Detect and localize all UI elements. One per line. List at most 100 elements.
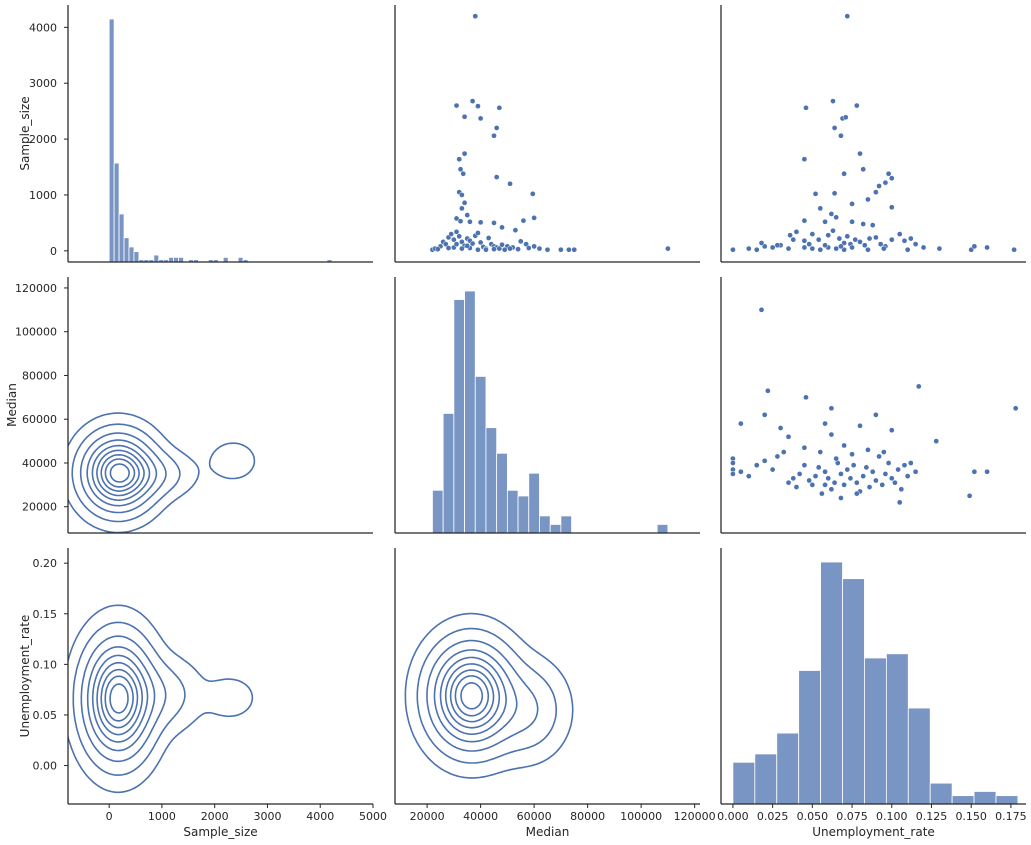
scatter-point-1-2-23	[753, 462, 760, 469]
scatter-point-1-2-39	[825, 475, 832, 482]
scatter-point-0-2-18	[812, 190, 819, 197]
scatter-point-1-2-68	[971, 468, 978, 475]
scatter-point-0-2-65	[833, 245, 840, 252]
y-tick-label-Median-1: 40000	[22, 457, 57, 470]
scatter-point-0-2-42	[857, 239, 863, 245]
histogram-bar-Unemployment_rate-11	[973, 791, 997, 804]
scatter-point-1-2-8	[738, 420, 744, 427]
scatter-point-1-2-74	[801, 444, 808, 451]
histogram-bar-Median-10	[539, 515, 551, 533]
scatter-point-1-2-28	[785, 479, 792, 486]
scatter-point-0-1-53	[499, 241, 505, 248]
scatter-point-1-2-29	[790, 475, 797, 482]
scatter-point-0-2-31	[793, 228, 800, 235]
scatter-point-1-2-0	[758, 306, 765, 313]
scatter-point-0-2-35	[825, 232, 832, 239]
scatter-point-0-2-2	[803, 104, 809, 111]
scatter-point-0-2-12	[882, 179, 889, 186]
scatter-point-0-1-25	[491, 220, 497, 226]
scatter-point-0-1-28	[520, 217, 527, 224]
scatter-point-0-2-80	[822, 242, 828, 249]
scatter-point-1-2-22	[745, 473, 752, 479]
x-axis-label-Unemployment_rate: Unemployment_rate	[812, 825, 935, 839]
scatter-point-0-2-77	[774, 242, 781, 249]
kde-contour-1-0-3	[86, 439, 158, 507]
scatter-point-0-1-15	[529, 190, 536, 197]
scatter-point-1-2-35	[812, 473, 819, 479]
x-tick-label-Sample_size-4: 4000	[306, 810, 334, 823]
y-tick-label-Median-3: 80000	[22, 369, 57, 382]
scatter-point-0-1-20	[464, 212, 471, 218]
scatter-point-1-2-43	[838, 471, 844, 477]
scatter-point-0-2-8	[801, 156, 808, 163]
kde-contour-2-0-3	[86, 646, 156, 752]
scatter-point-0-2-13	[860, 166, 867, 173]
scatter-point-1-2-72	[849, 451, 855, 458]
scatter-point-0-2-75	[1011, 246, 1017, 253]
scatter-point-0-2-14	[841, 170, 847, 177]
scatter-point-0-1-18	[461, 199, 468, 206]
kde-contour-2-1-6	[449, 669, 495, 723]
scatter-point-0-2-10	[885, 170, 892, 177]
scatter-point-0-1-78	[445, 245, 452, 251]
scatter-point-0-2-24	[833, 214, 840, 221]
scatter-point-1-2-50	[860, 473, 867, 479]
histogram-bar-Sample_size-1	[113, 162, 120, 262]
scatter-point-0-1-38	[459, 239, 465, 245]
scatter-point-0-1-13	[507, 180, 513, 187]
panel-2-0	[68, 604, 254, 794]
scatter-point-1-2-75	[880, 449, 887, 455]
y-tick-label-Unemployment_rate-4: 0.20	[33, 557, 58, 570]
scatter-point-0-2-60	[785, 245, 792, 252]
scatter-point-0-1-23	[467, 218, 473, 225]
scatter-point-1-2-47	[850, 462, 857, 469]
scatter-point-1-2-16	[933, 438, 940, 444]
scatter-point-0-1-7	[493, 125, 500, 131]
scatter-point-0-2-3	[853, 102, 860, 109]
x-tick-label-Sample_size-0: 0	[106, 810, 113, 823]
scatter-point-1-2-18	[730, 460, 736, 466]
scatter-point-1-2-40	[828, 486, 835, 493]
scatter-point-1-2-15	[841, 442, 847, 449]
x-tick-label-Median-1: 40000	[463, 810, 498, 823]
histogram-bar-Median-6	[496, 452, 508, 533]
histogram-bar-Sample_size-0	[108, 18, 115, 262]
scatter-point-0-2-52	[912, 241, 919, 247]
scatter-point-1-2-52	[866, 484, 873, 490]
scatter-point-1-2-36	[815, 464, 822, 471]
histogram-bar-Sample_size-13	[173, 256, 180, 262]
histogram-bar-Median-13	[656, 524, 669, 533]
scatter-point-0-2-61	[801, 244, 808, 251]
scatter-point-0-2-23	[828, 211, 835, 217]
scatter-point-0-2-76	[758, 240, 765, 246]
y-axis-label-Median: Median	[5, 383, 19, 427]
panel-1-2	[730, 306, 1019, 506]
scatter-point-0-2-21	[888, 204, 895, 211]
scatter-point-1-2-27	[780, 449, 787, 455]
x-tick-label-Median-5: 120000	[674, 810, 716, 823]
histogram-bar-Unemployment_rate-3	[798, 670, 822, 804]
x-tick-label-Unemployment_rate-2: 0.050	[797, 810, 829, 823]
y-tick-label-Sample_size-0: 0	[50, 245, 57, 258]
scatter-point-1-2-48	[853, 479, 860, 486]
kde-contour-2-1-5	[444, 663, 501, 729]
kde-contour-2-1-3	[433, 649, 518, 743]
kde-contour-2-1-8	[460, 682, 484, 710]
scatter-point-0-1-35	[451, 236, 457, 243]
scatter-point-0-2-25	[801, 217, 808, 224]
histogram-bar-Sample_size-5	[133, 251, 140, 262]
scatter-point-1-2-7	[873, 411, 879, 418]
y-tick-label-Sample_size-2: 2000	[29, 133, 57, 146]
kde-contour-2-0-5	[96, 661, 143, 736]
scatter-point-0-2-30	[787, 232, 793, 239]
scatter-point-0-2-9	[857, 150, 863, 157]
scatter-point-1-2-11	[888, 427, 895, 434]
kde-contour-1-0-2	[79, 432, 167, 514]
scatter-point-0-1-12	[472, 13, 479, 20]
histogram-bar-Unemployment_rate-2	[776, 732, 800, 804]
x-tick-label-Unemployment_rate-1: 0.025	[757, 810, 789, 823]
kde-contour-2-1-1	[416, 627, 557, 764]
x-tick-label-Sample_size-5: 5000	[359, 810, 387, 823]
histogram-bar-Median-12	[560, 515, 572, 533]
scatter-point-0-1-11	[460, 170, 467, 177]
